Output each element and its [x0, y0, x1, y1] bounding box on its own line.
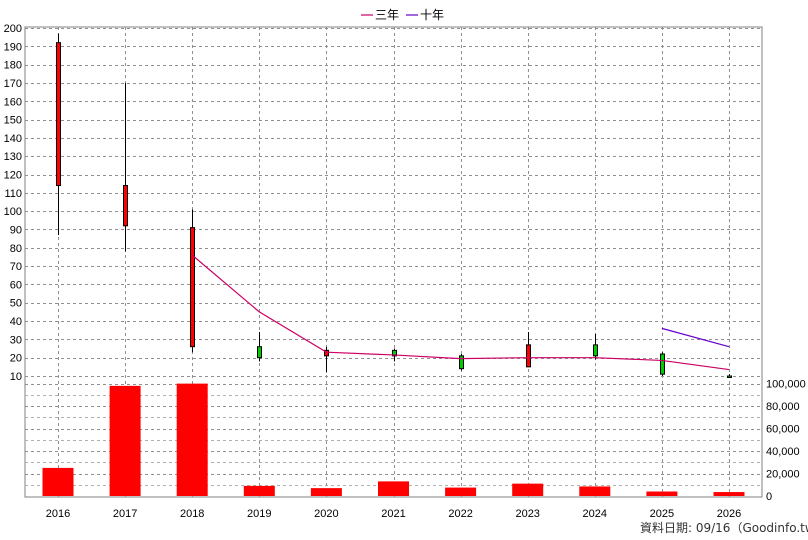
footer-date: 資料日期: 09/16（Goodinfo.tw） [640, 521, 808, 535]
candle-body [56, 42, 61, 187]
volume-bar [378, 481, 409, 496]
candle-body [324, 349, 329, 357]
volume-tick-label: 0 [766, 491, 772, 503]
volume-bar [579, 486, 611, 496]
price-tick-label: 20 [10, 353, 22, 365]
x-tick-label: 2018 [180, 508, 204, 520]
price-tick-label: 150 [4, 115, 22, 127]
price-tick-label: 30 [10, 334, 22, 346]
legend-label-3y: 三年 [375, 8, 399, 22]
volume-bar [713, 492, 745, 496]
price-tick-label: 170 [4, 78, 22, 90]
average-lines [191, 254, 730, 371]
x-tick-label: 2025 [650, 508, 674, 520]
price-axis-ticks: 10 20 30 40 50 60 70 80 90 100 110 120 130 140 150 160 1… [4, 23, 22, 383]
price-tick-label: 130 [4, 151, 22, 163]
volume-tick-label: 100,000 [766, 379, 806, 391]
line-10y [661, 327, 730, 348]
candle-body [257, 346, 262, 359]
x-tick-label: 2016 [46, 508, 70, 520]
volume-bar [445, 487, 477, 496]
price-tick-label: 190 [4, 41, 22, 53]
volume-tick-label: 60,000 [766, 424, 800, 436]
price-tick-label: 110 [4, 188, 22, 200]
price-tick-label: 10 [10, 371, 22, 383]
price-tick-label: 80 [10, 243, 22, 255]
volume-tick-label: 40,000 [766, 446, 800, 458]
volume-tick-label: 80,000 [766, 401, 800, 413]
price-tick-label: 70 [10, 261, 22, 273]
x-tick-label: 2023 [515, 508, 539, 520]
candle-body [459, 355, 464, 370]
x-tick-label: 2017 [113, 508, 137, 520]
candlesticks [56, 33, 732, 378]
legend: 三年 十年 [361, 8, 444, 22]
price-tick-label: 140 [4, 133, 22, 145]
x-tick-label: 2022 [448, 508, 472, 520]
volume-bar [512, 483, 544, 496]
price-tick-label: 160 [4, 96, 22, 108]
price-tick-label: 180 [4, 60, 22, 72]
candle-body [392, 349, 397, 357]
volume-bars [42, 383, 745, 496]
volume-bar [243, 485, 275, 496]
price-tick-label: 120 [4, 170, 22, 182]
volume-bar [42, 467, 74, 496]
price-tick-label: 90 [10, 224, 22, 236]
x-tick-label: 2020 [314, 508, 338, 520]
candle-body [190, 227, 195, 348]
x-tick-label: 2019 [247, 508, 271, 520]
volume-axis-ticks: 0 20,000 40,000 60,000 80,000 100,000 [766, 379, 806, 503]
volume-bar [646, 491, 678, 496]
price-tick-label: 60 [10, 279, 22, 291]
line-3y [191, 254, 730, 371]
volume-bar [109, 385, 141, 496]
x-tick-label: 2021 [381, 508, 405, 520]
candle-body [526, 344, 531, 368]
plot-frame [24, 26, 763, 498]
price-tick-label: 100 [4, 206, 22, 218]
candle-body [727, 375, 732, 378]
x-axis-ticks: 2016 2017 2018 2019 2020 2021 2022 2023 2024 2025… [46, 508, 741, 520]
legend-label-10y: 十年 [420, 8, 444, 22]
candle-body [123, 185, 128, 227]
volume-bar [310, 488, 342, 496]
candle-body [660, 353, 665, 375]
volume-tick-label: 20,000 [766, 469, 800, 481]
grid-lines [24, 26, 763, 498]
price-tick-label: 50 [10, 298, 22, 310]
price-tick-label: 200 [4, 23, 22, 35]
x-tick-label: 2026 [717, 508, 741, 520]
price-tick-label: 40 [10, 316, 22, 328]
volume-bar [176, 383, 208, 496]
x-tick-label: 2024 [583, 508, 607, 520]
candle-body [593, 344, 598, 357]
